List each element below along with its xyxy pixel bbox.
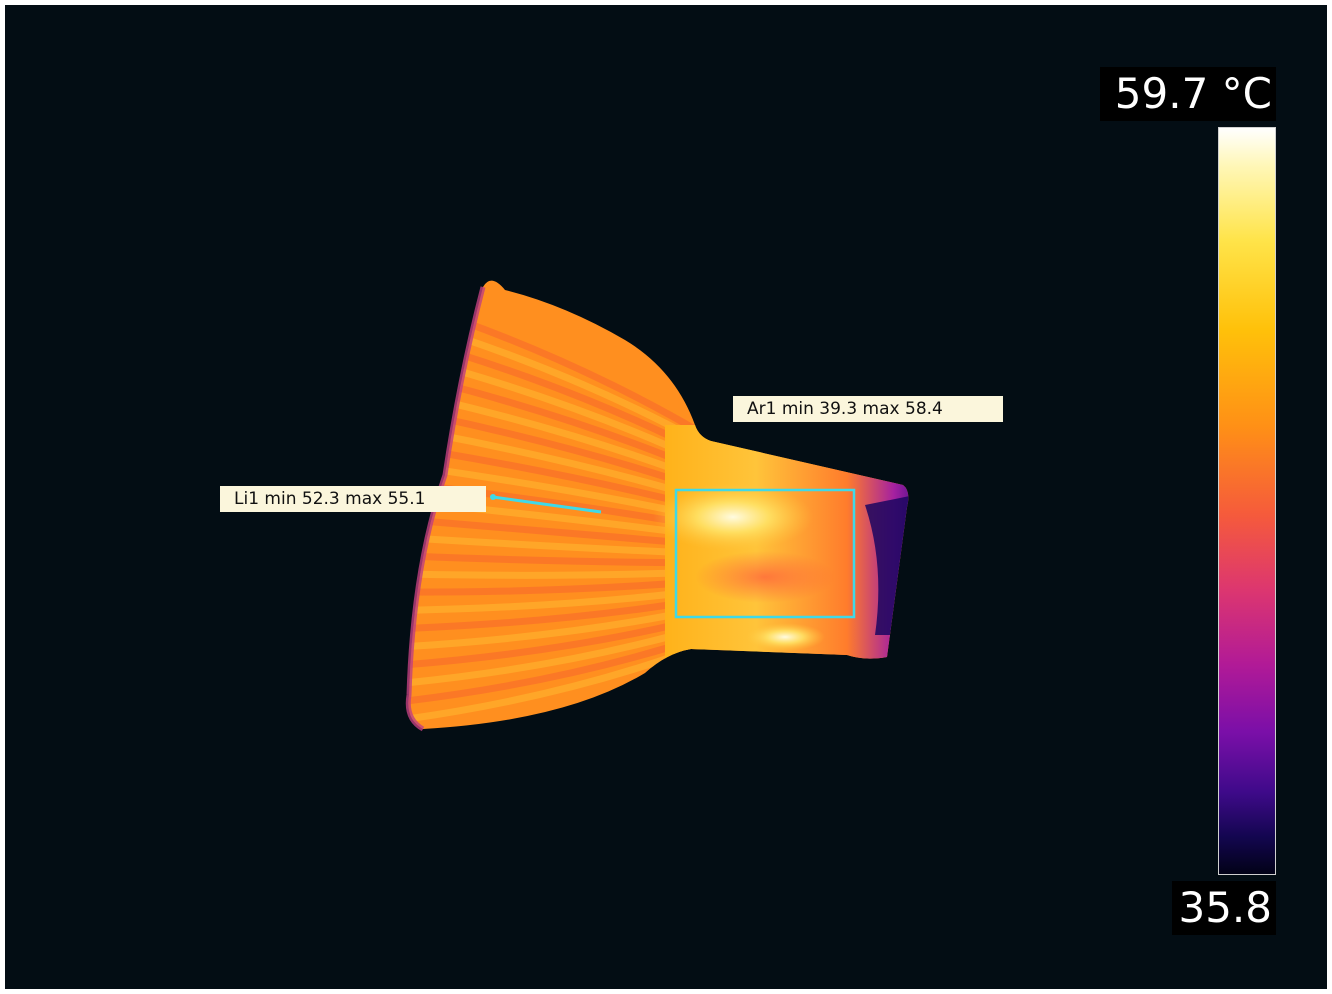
scale-max-label: 59.7 °C bbox=[1100, 67, 1276, 121]
thermal-image bbox=[405, 280, 909, 732]
area-measurement-label: Ar1 min 39.3 max 58.4 bbox=[733, 396, 1003, 422]
line-measurement-endpoint[interactable] bbox=[490, 494, 496, 500]
line-measurement-label: Li1 min 52.3 max 55.1 bbox=[220, 486, 486, 512]
line-measurement[interactable] bbox=[492, 495, 602, 514]
temperature-scale-bar bbox=[1218, 127, 1276, 875]
thermal-image-viewport: Ar1 min 39.3 max 58.4 Li1 min 52.3 max 5… bbox=[5, 5, 1327, 989]
area-measurement-box[interactable] bbox=[674, 488, 856, 619]
scale-min-label: 35.8 bbox=[1172, 881, 1276, 935]
